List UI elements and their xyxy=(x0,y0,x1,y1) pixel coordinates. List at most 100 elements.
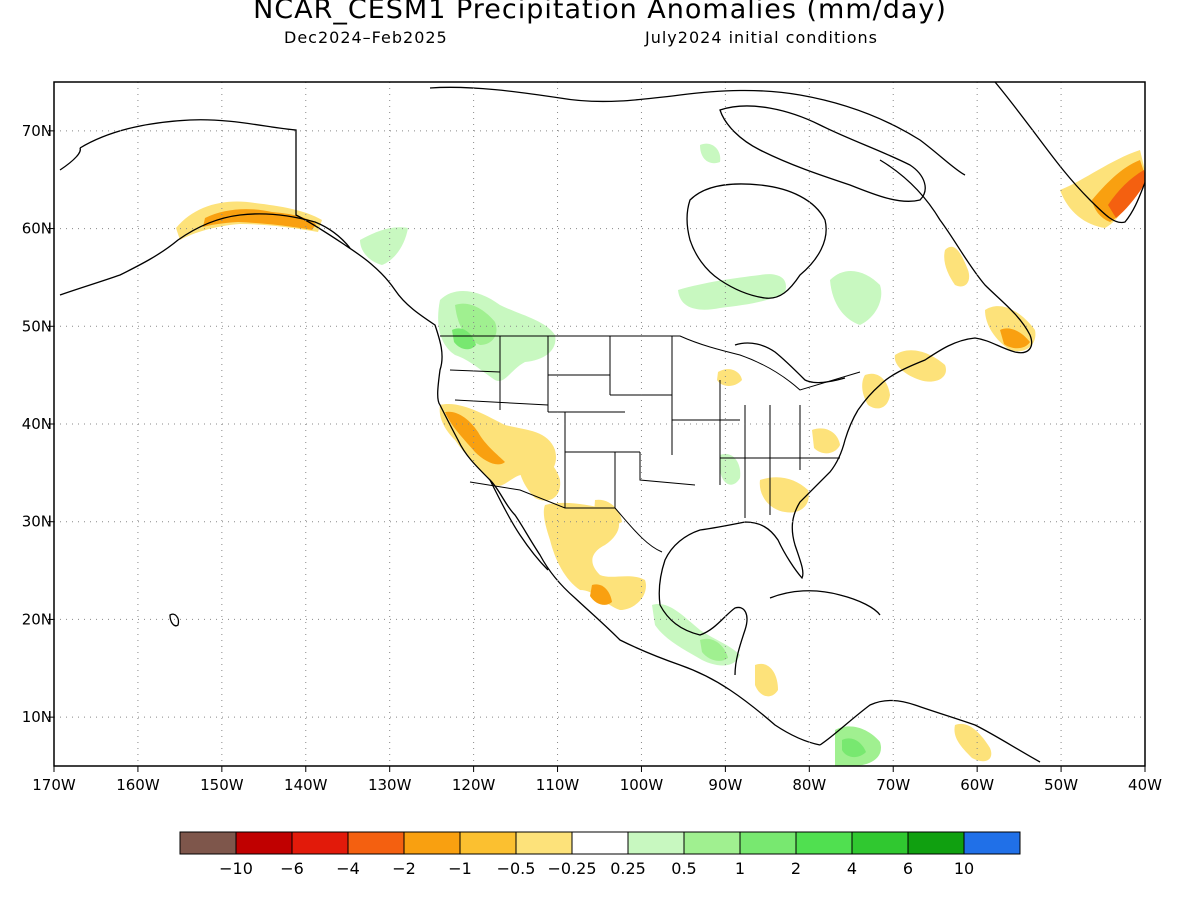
coastline-hawaii xyxy=(169,613,180,627)
colorbar-swatch xyxy=(795,831,853,855)
coastlines xyxy=(59,82,1145,763)
wet-area-ohio-valley xyxy=(720,453,741,485)
colorbar-swatch xyxy=(515,831,573,855)
lat-lon-grid xyxy=(54,82,1145,766)
x-tick-label: 40W xyxy=(1128,776,1162,794)
coastline-baja xyxy=(489,479,549,571)
colorbar-label: 1 xyxy=(735,859,745,878)
dry-area-great-lakes xyxy=(717,369,742,386)
x-tick-label: 160W xyxy=(116,776,160,794)
colorbar-label: 4 xyxy=(847,859,857,878)
coastline-alaska xyxy=(79,119,821,746)
colorbar-label: 6 xyxy=(903,859,913,878)
y-tick-label: 10N xyxy=(22,708,52,726)
colorbar-swatch xyxy=(235,831,293,855)
colorbar-label: −0.25 xyxy=(547,859,596,878)
coastline-alaska-north xyxy=(59,147,81,171)
coastline-baffin xyxy=(719,105,926,202)
colorbar-swatch xyxy=(683,831,741,855)
coastline-greenland xyxy=(994,82,1145,224)
y-tick-label: 50N xyxy=(22,317,52,335)
colorbar-label: −4 xyxy=(336,859,360,878)
x-tick-label: 70W xyxy=(876,776,910,794)
map-frame xyxy=(53,81,1146,767)
wet-area-yucatan xyxy=(700,638,728,661)
wet-area-quebec xyxy=(830,270,882,325)
y-tick-label: 70N xyxy=(22,122,52,140)
x-tick-label: 140W xyxy=(284,776,328,794)
dry-area-greenland-strong xyxy=(1092,160,1145,222)
wet-area-arctic xyxy=(700,143,721,164)
dry-area-greenland-max xyxy=(1108,170,1145,218)
colorbar-label: 10 xyxy=(954,859,974,878)
anomaly-shading xyxy=(176,143,1145,766)
colorbar-label: 2 xyxy=(791,859,801,878)
coastline-arctic-islands xyxy=(429,86,966,176)
x-tick-label: 90W xyxy=(708,776,742,794)
init-conditions-label: July2024 initial conditions xyxy=(645,28,878,47)
colorbar-swatch xyxy=(179,831,237,855)
y-tick-label: 60N xyxy=(22,220,52,238)
x-tick-label: 170W xyxy=(32,776,76,794)
colorbar-swatch xyxy=(907,831,965,855)
y-tick-label: 20N xyxy=(22,610,52,628)
x-tick-label: 80W xyxy=(792,776,826,794)
colorbar-swatch xyxy=(347,831,405,855)
coastline-south-america xyxy=(819,699,1041,763)
colorbar-swatch xyxy=(571,831,629,855)
colorbar-label: −10 xyxy=(219,859,253,878)
colorbar-swatch xyxy=(963,831,1021,855)
colorbar-swatch xyxy=(291,831,349,855)
coastline-alaska-peninsula xyxy=(59,213,351,296)
colorbar-swatch xyxy=(627,831,685,855)
dry-area-maritimes xyxy=(894,350,946,382)
border-us-mexico xyxy=(469,481,663,553)
axis-ticks: 170W 160W 150W 140W 130W 120W 110W 100W 90W 80W 70… xyxy=(22,122,1162,794)
y-tick-label: 30N xyxy=(22,513,52,531)
coastline-great-lakes xyxy=(734,342,846,384)
coastline-gulf-west xyxy=(659,604,748,676)
x-tick-label: 130W xyxy=(368,776,412,794)
colorbar-swatch xyxy=(851,831,909,855)
colorbar-swatch xyxy=(459,831,517,855)
dry-area-venezuela xyxy=(954,723,992,762)
colorbar-label: −2 xyxy=(392,859,416,878)
wet-area-bc-coast xyxy=(360,227,408,265)
dry-area-northeast xyxy=(862,373,890,409)
map-title: NCAR_CESM1 Precipitation Anomalies (mm/d… xyxy=(253,0,947,25)
wet-area-colombia-strong xyxy=(842,738,866,758)
wet-area-pacific-northwest-strong xyxy=(452,328,476,350)
dry-area-southeast xyxy=(759,477,809,513)
dry-area-alaska-strong xyxy=(203,209,316,230)
colorbar-swatch xyxy=(739,831,797,855)
x-tick-label: 120W xyxy=(452,776,496,794)
coastline-us-east xyxy=(658,409,859,606)
x-tick-label: 100W xyxy=(620,776,664,794)
dry-area-arizona xyxy=(518,453,561,501)
colorbar-label: −6 xyxy=(280,859,304,878)
dry-area-newfoundland-strong xyxy=(1000,328,1030,349)
wet-area-pacific-northwest-moderate xyxy=(455,303,497,345)
colorbar-swatch xyxy=(403,831,461,855)
x-tick-label: 150W xyxy=(200,776,244,794)
colorbar: −10 −6 −4 −2 −1 −0.5 −0.25 0.25 0.5 1 2 4 6 10 xyxy=(179,831,1021,878)
dry-area-mexico-moderate xyxy=(590,584,612,605)
dry-area-central-america xyxy=(755,663,778,697)
dry-area-california-moderate xyxy=(445,411,505,465)
season-label: Dec2024–Feb2025 xyxy=(284,28,448,47)
dry-area-texas xyxy=(594,499,622,525)
x-tick-label: 60W xyxy=(960,776,994,794)
dry-area-virginia xyxy=(812,428,840,454)
x-tick-label: 110W xyxy=(536,776,580,794)
x-tick-label: 50W xyxy=(1044,776,1078,794)
coastline-hudson-bay xyxy=(686,183,827,299)
coastline-labrador xyxy=(857,159,1033,411)
colorbar-label: −1 xyxy=(448,859,472,878)
y-tick-label: 40N xyxy=(22,415,52,433)
colorbar-label: 0.25 xyxy=(610,859,646,878)
coastline-cuba xyxy=(769,590,881,616)
colorbar-label: 0.5 xyxy=(671,859,696,878)
border-us-canada xyxy=(440,335,861,391)
dry-area-mexico xyxy=(543,502,646,610)
